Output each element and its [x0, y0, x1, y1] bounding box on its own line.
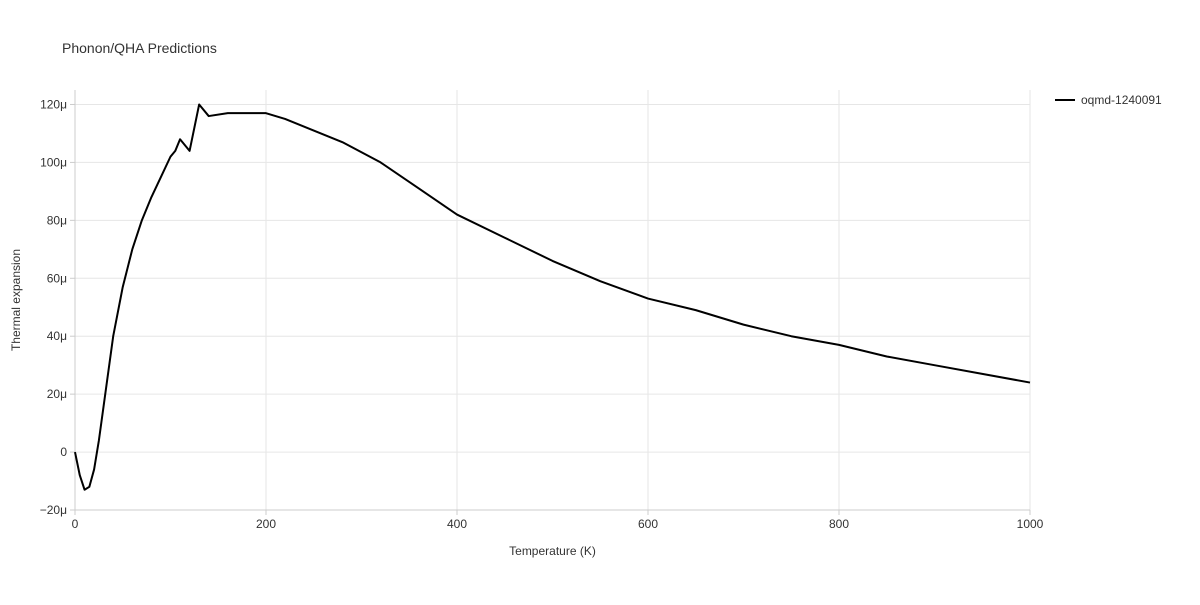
chart-title: Phonon/QHA Predictions: [62, 40, 217, 56]
y-axis-title: Thermal expansion: [9, 249, 23, 351]
line-chart: 0 200 400 600 800 1000 −20μ 0 20μ 40μ 60μ 80μ 100μ 12…: [0, 0, 1200, 600]
y-tick-label: 100μ: [40, 155, 67, 169]
x-tick-label: 400: [447, 517, 467, 531]
y-tick-label: −20μ: [40, 503, 67, 517]
x-tick-label: 1000: [1017, 517, 1044, 531]
x-tick-label: 800: [829, 517, 849, 531]
y-tick-label: 80μ: [47, 213, 67, 227]
y-tick-label: 120μ: [40, 97, 67, 111]
y-tick-label: 0: [60, 445, 67, 459]
y-tick-label: 20μ: [47, 387, 67, 401]
y-tick-label: 60μ: [47, 271, 67, 285]
x-tick-label: 200: [256, 517, 276, 531]
x-tick-label: 600: [638, 517, 658, 531]
y-tick-label: 40μ: [47, 329, 67, 343]
x-tick-label: 0: [72, 517, 79, 531]
x-axis-title: Temperature (K): [509, 544, 596, 558]
legend-label: oqmd-1240091: [1081, 93, 1162, 107]
